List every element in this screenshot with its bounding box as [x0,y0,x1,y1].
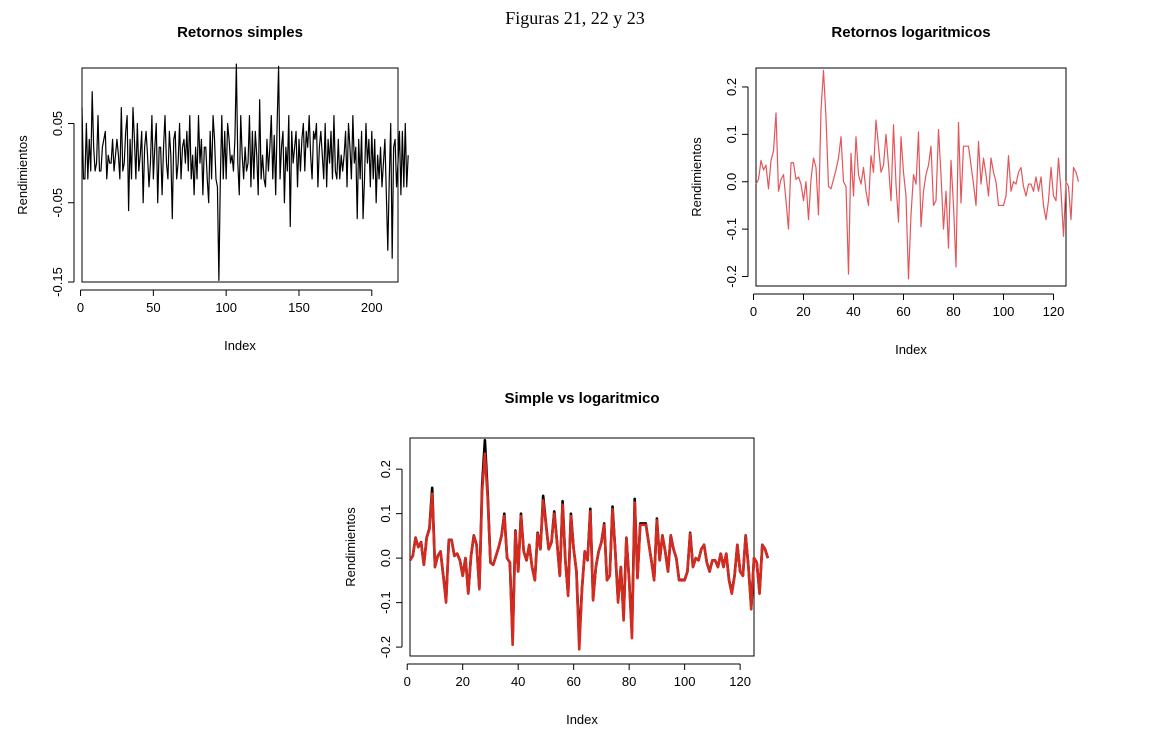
y-tick-label: -0.2 [378,636,393,658]
y-tick-label: 0.1 [724,125,739,143]
y-axis-label: Rendimientos [343,507,358,587]
x-tick-label: 120 [729,674,751,689]
y-tick-label: 0.1 [378,505,393,523]
plot-frame [755,67,1067,287]
x-tick-label: 0 [750,304,757,319]
chart-title: Retornos simples [177,24,303,41]
y-axis-label: Rendimientos [689,137,704,217]
chart-title: Simple vs logaritmico [504,390,659,407]
y-tick-label: 0.2 [724,78,739,96]
x-tick-label: 60 [896,304,910,319]
x-tick-label: 0 [77,300,84,315]
y-tick-label: -0.1 [378,591,393,613]
chart-retornos-simples: Retornos simples Index Rendimientos 0 50 1… [15,24,409,353]
y-tick-label: -0.1 [724,218,739,240]
y-tick-label: -0.05 [50,188,65,218]
x-axis-label: Index [224,338,256,353]
series-line-1 [81,63,409,282]
y-axis-label: Rendimientos [15,135,30,215]
x-tick-label: 0 [404,674,411,689]
x-tick-label: 100 [993,304,1015,319]
x-tick-label: 40 [846,304,860,319]
y-tick-label: 0.0 [724,173,739,191]
x-tick-label: 200 [361,300,383,315]
x-tick-label: 20 [796,304,810,319]
x-tick-label: 50 [146,300,160,315]
x-tick-label: 100 [215,300,237,315]
chart-retornos-logaritmicos: Retornos logaritmicos Index Rendimientos… [689,24,1080,357]
chart-title: Retornos logaritmicos [831,24,990,41]
x-tick-label: 40 [511,674,525,689]
y-tick-label: 0.2 [378,460,393,478]
y-tick-label: 0.05 [50,111,65,136]
x-axis-label: Index [566,712,598,727]
x-tick-label: 60 [566,674,580,689]
x-tick-label: 80 [946,304,960,319]
x-tick-label: 120 [1043,304,1065,319]
plot-frame [409,437,755,657]
y-tick-label: 0.0 [378,549,393,567]
y-tick-label: -0.2 [724,265,739,287]
y-tick-label: -0.15 [50,267,65,297]
series-line-1 [755,69,1080,280]
x-tick-label: 80 [622,674,636,689]
plot-frame [81,67,399,283]
figure-caption: Figuras 21, 22 y 23 [505,8,645,28]
x-tick-label: 100 [674,674,696,689]
x-axis-label: Index [895,342,927,357]
chart-simple-vs-logaritmico: Simple vs logaritmico Index Rendimientos… [343,390,770,727]
x-tick-label: 20 [455,674,469,689]
x-tick-label: 150 [288,300,310,315]
series-line-2 [408,452,770,651]
